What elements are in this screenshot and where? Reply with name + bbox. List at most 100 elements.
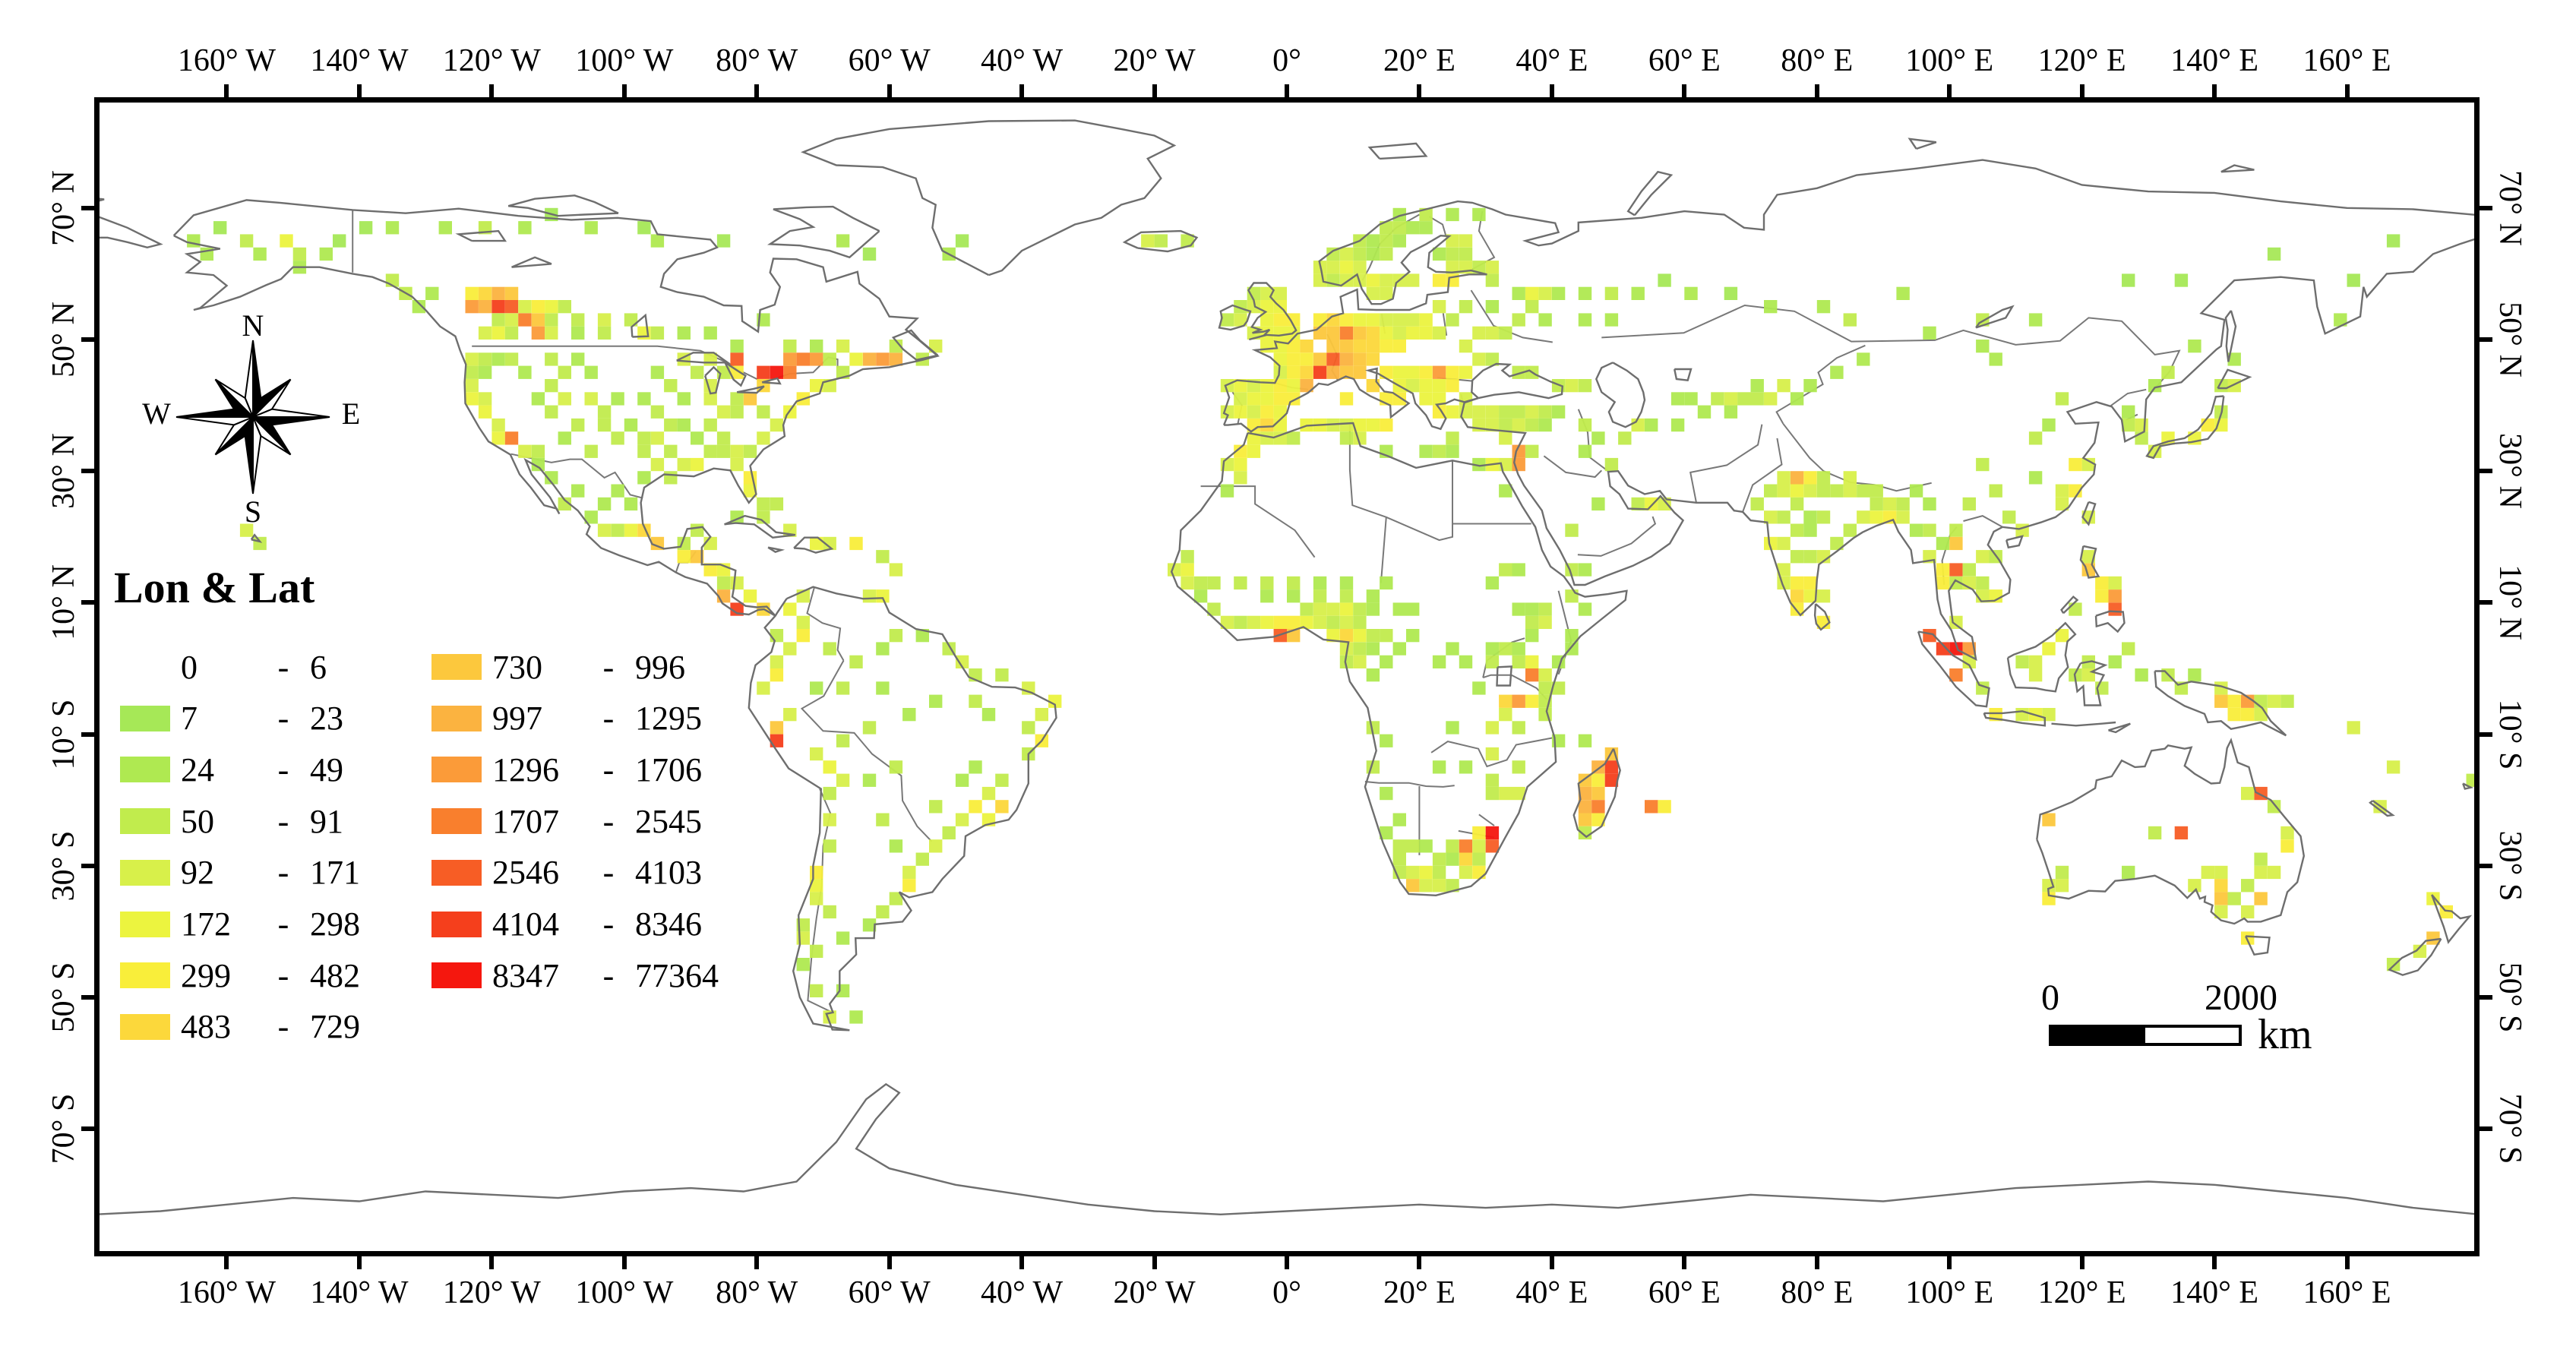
grid-cell — [1485, 405, 1500, 419]
grid-cell — [955, 773, 969, 787]
grid-cell — [1843, 471, 1857, 485]
grid-cell — [1446, 405, 1459, 419]
grid-cell — [1287, 313, 1301, 327]
grid-cell — [1419, 365, 1433, 379]
grid-cell — [465, 379, 479, 393]
grid-cell — [1989, 352, 2002, 366]
grid-cell — [1830, 365, 1844, 379]
grid-cell — [1976, 576, 1990, 590]
legend-row: 24 -49 — [120, 751, 343, 788]
grid-cell — [1790, 392, 1804, 406]
lon-tick-top — [1814, 84, 1819, 97]
grid-cell — [1406, 221, 1420, 235]
lon-tick-bottom — [887, 1256, 892, 1269]
grid-cell — [1366, 418, 1380, 432]
grid-cell — [2174, 826, 2189, 840]
scalebar-start-label: 0 — [2041, 978, 2059, 1018]
grid-cell — [1181, 550, 1194, 564]
coastline — [1367, 142, 1428, 160]
grid-cell — [1604, 313, 1619, 327]
lon-tick-bottom — [356, 1256, 362, 1269]
grid-cell — [2386, 958, 2401, 972]
grid-cell — [2122, 405, 2135, 419]
lake-outline — [704, 365, 722, 395]
grid-cell — [1578, 444, 1592, 458]
grid-cell — [1499, 418, 1512, 432]
lon-axis-label-bottom: 40° W — [981, 1275, 1064, 1310]
grid-cell — [703, 418, 717, 432]
compass-west-label: W — [142, 397, 171, 431]
legend-range-dash: - — [277, 854, 289, 892]
grid-cell — [757, 510, 770, 524]
coastline — [1983, 710, 2047, 727]
grid-cell — [969, 800, 982, 814]
grid-cell — [810, 340, 823, 353]
grid-cell — [1260, 392, 1274, 406]
lat-axis-label-left: 70° S — [46, 1093, 81, 1164]
grid-cell — [1459, 300, 1473, 314]
grid-cell — [955, 234, 969, 248]
grid-cell — [1419, 879, 1433, 893]
lon-tick-bottom — [1152, 1256, 1157, 1269]
grid-cell — [1392, 340, 1406, 353]
grid-cell — [1777, 471, 1791, 485]
lat-axis-label-left: 10° S — [46, 699, 81, 769]
grid-cell — [677, 550, 691, 564]
grid-cell — [1816, 510, 1831, 524]
grid-cell — [783, 352, 797, 366]
grid-cell — [2386, 760, 2401, 774]
grid-cell — [1380, 826, 1393, 840]
coastline — [2220, 164, 2255, 173]
grid-cell — [1313, 576, 1327, 590]
grid-cell — [531, 444, 545, 458]
grid-cell — [2055, 392, 2069, 406]
grid-cell — [1830, 484, 1844, 498]
lat-axis-label-right: 10° N — [2492, 564, 2527, 641]
grid-cell — [2254, 865, 2268, 880]
grid-cell — [2042, 813, 2056, 826]
lat-tick-right — [2480, 731, 2492, 737]
grid-cell — [597, 497, 612, 511]
coastline — [2073, 660, 2108, 706]
legend-row: 7 -23 — [120, 700, 343, 737]
grid-cell — [1326, 313, 1340, 327]
grid-cell — [730, 392, 744, 406]
grid-cell — [1380, 340, 1393, 353]
grid-cell — [1816, 471, 1831, 485]
lake-outline — [511, 256, 552, 268]
lon-tick-bottom — [2079, 1256, 2085, 1269]
compass-point-dark — [214, 416, 254, 456]
legend-range-low: 0 — [181, 648, 198, 686]
lon-axis-label-bottom: 80° W — [716, 1275, 798, 1310]
lon-axis-label-top: 20° E — [1383, 43, 1456, 78]
grid-cell — [1234, 313, 1247, 327]
grid-cell — [637, 221, 651, 235]
grid-cell — [1260, 313, 1274, 327]
lat-axis-label-left: 70° N — [46, 169, 81, 246]
grid-cell — [1419, 444, 1433, 458]
grid-cell — [2214, 865, 2228, 880]
grid-cell — [558, 497, 571, 511]
legend-swatch — [431, 654, 482, 680]
grid-cell — [1392, 602, 1406, 616]
grid-cell — [478, 392, 492, 406]
grid-cell — [2028, 431, 2043, 445]
grid-cell — [1048, 694, 1062, 708]
grid-cell — [1499, 694, 1512, 708]
grid-cell — [783, 365, 797, 379]
grid-cell — [2426, 931, 2440, 945]
grid-cell — [1300, 365, 1313, 379]
grid-cell — [1380, 734, 1393, 747]
grid-cell — [491, 300, 505, 314]
lon-axis-label-bottom: 120° W — [442, 1275, 541, 1310]
grid-cell — [1803, 550, 1817, 564]
coastline — [2224, 310, 2237, 362]
grid-cell — [902, 708, 916, 722]
legend-range-high: 23 — [310, 700, 343, 738]
grid-cell — [1234, 379, 1247, 393]
lon-tick-top — [1682, 84, 1687, 97]
grid-cell — [2042, 418, 2056, 432]
grid-cell — [1578, 379, 1592, 393]
grid-cell — [2267, 247, 2281, 261]
grid-cell — [2055, 484, 2069, 498]
